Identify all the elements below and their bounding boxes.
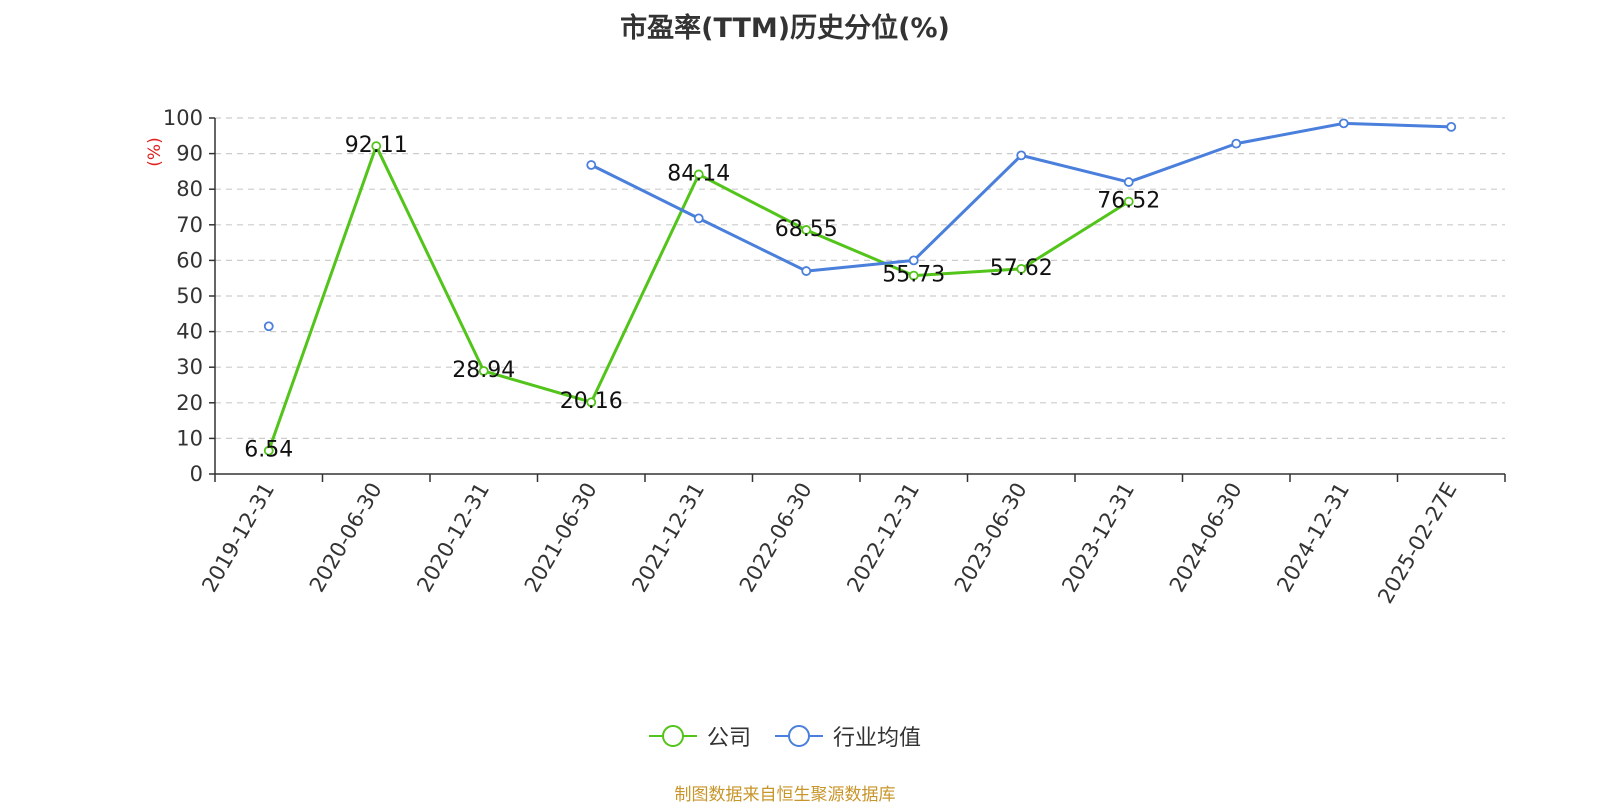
legend-industry-label: 行业均值 bbox=[833, 726, 922, 751]
company-point bbox=[801, 225, 812, 235]
company-data-label: 55.73 bbox=[882, 263, 945, 288]
industry-point bbox=[1446, 122, 1457, 132]
series-layer bbox=[263, 118, 1457, 456]
chart-title: 市盈率(TTM)历史分位(%) bbox=[620, 13, 950, 44]
company-series-line bbox=[267, 144, 1130, 452]
x-tick-label: 2022-06-30 bbox=[735, 479, 817, 597]
legend-item-industry[interactable]: 行业均值 bbox=[775, 720, 921, 752]
legend-company-label: 公司 bbox=[706, 726, 751, 751]
x-tick-label: 2023-06-30 bbox=[950, 479, 1032, 597]
y-tick-label: 40 bbox=[176, 320, 203, 344]
y-axis-unit-label: (%) bbox=[145, 137, 165, 166]
legend-company-marker-icon bbox=[648, 725, 697, 747]
industry-series-line bbox=[590, 121, 1452, 273]
y-tick-label: 60 bbox=[176, 248, 203, 272]
x-tick-label: 2020-06-30 bbox=[305, 479, 387, 597]
data-labels: 6.54 92.11 28.94 20.16 84.14 68.55 55.73 57.62 7… bbox=[244, 133, 1160, 463]
company-point bbox=[263, 445, 274, 456]
x-tick-label: 2021-06-30 bbox=[520, 479, 602, 597]
y-tick-label: 20 bbox=[176, 391, 203, 415]
company-data-label: 84.14 bbox=[667, 161, 730, 186]
y-tick-label: 90 bbox=[176, 142, 203, 166]
industry-point bbox=[1338, 118, 1349, 129]
y-tick-label: 80 bbox=[176, 177, 203, 201]
y-tick-label: 100 bbox=[163, 106, 203, 130]
company-point bbox=[586, 397, 597, 408]
y-tick-label: 70 bbox=[176, 213, 203, 237]
industry-point bbox=[801, 266, 812, 276]
industry-point bbox=[693, 213, 704, 224]
industry-point bbox=[1231, 138, 1242, 149]
y-tick-label: 50 bbox=[176, 284, 203, 308]
company-point bbox=[1123, 196, 1134, 207]
company-point bbox=[1016, 263, 1027, 274]
industry-point bbox=[1123, 177, 1134, 187]
industry-point bbox=[1016, 150, 1027, 161]
x-tick-label: 2020-12-31 bbox=[412, 479, 494, 597]
chart-canvas: 0 10 20 30 40 50 60 70 80 90 100 (%) 2019-12-31 2020-… bbox=[145, 106, 1506, 608]
company-point bbox=[693, 169, 704, 180]
company-point bbox=[371, 141, 382, 151]
industry-point bbox=[263, 321, 274, 332]
industry-point bbox=[908, 255, 919, 266]
axes: 0 10 20 30 40 50 60 70 80 90 100 (%) 2019-12-31 2020-… bbox=[145, 106, 1506, 608]
source-note: 制图数据来自恒生聚源数据库 bbox=[674, 785, 896, 805]
y-tick-label: 0 bbox=[190, 462, 203, 486]
company-data-label: 20.16 bbox=[560, 389, 623, 414]
legend: 公司 行业均值 bbox=[0, 720, 1570, 752]
legend-item-company[interactable]: 公司 bbox=[648, 720, 751, 752]
company-data-label: 76.52 bbox=[1097, 189, 1160, 214]
x-tick-label: 2022-12-31 bbox=[842, 479, 924, 597]
x-tick-label: 2024-06-30 bbox=[1165, 479, 1247, 597]
company-data-label: 28.94 bbox=[452, 358, 515, 383]
company-point bbox=[908, 270, 919, 281]
company-data-label: 57.62 bbox=[990, 256, 1053, 281]
x-tick-label: 2025-02-27E bbox=[1373, 479, 1461, 608]
legend-industry-marker-icon bbox=[775, 725, 823, 747]
y-tick-label: 30 bbox=[176, 355, 203, 379]
y-tick-label: 10 bbox=[176, 426, 203, 450]
x-tick-label: 2019-12-31 bbox=[197, 479, 279, 597]
x-tick-label: 2024-12-31 bbox=[1272, 479, 1354, 597]
x-tick-label: 2023-12-31 bbox=[1057, 479, 1139, 597]
company-data-label: 68.55 bbox=[775, 217, 838, 242]
x-tick-label: 2021-12-31 bbox=[627, 479, 709, 597]
company-data-label: 6.54 bbox=[244, 438, 293, 463]
company-data-label: 92.11 bbox=[345, 133, 408, 158]
industry-point bbox=[586, 160, 597, 170]
grid-lines bbox=[215, 117, 1505, 439]
company-point bbox=[478, 366, 489, 376]
